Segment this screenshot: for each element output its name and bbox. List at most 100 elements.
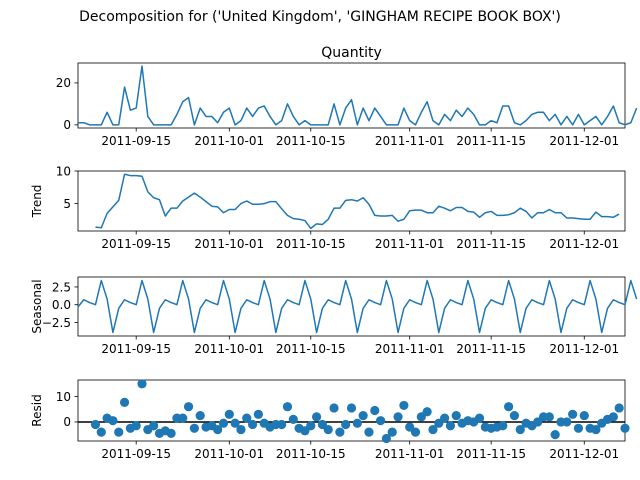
resid-point [253,409,263,419]
ytick-label-seasonal: 0.0 [52,298,71,312]
resid-point [166,428,176,438]
ytick-label-trend: 5 [63,197,71,211]
resid-point [90,419,101,430]
xtick-label-resid: 2011-11-01 [375,447,445,461]
ytick-label-seasonal: −2.5 [42,316,71,330]
xtick-label-seasonal: 2011-11-15 [456,342,526,356]
resid-point [96,427,106,437]
xtick-label-trend: 2011-09-15 [101,237,171,251]
ytick-label-resid: 0 [63,415,71,429]
xtick-label-trend: 2011-10-01 [194,237,264,251]
resid-point [352,418,362,428]
xtick-label-trend: 2011-12-01 [549,237,619,251]
resid-point [451,410,461,421]
resid-point [311,412,322,422]
xtick-label-resid: 2011-12-01 [549,447,619,461]
resid-point [178,413,188,423]
xtick-label-resid: 2011-11-15 [456,447,526,461]
resid-point [550,430,560,440]
resid-point [568,409,578,419]
resid-point [306,421,316,431]
ylabel-resid: Resid [30,394,44,426]
panel-title-quantity: Quantity [321,45,382,61]
resid-point [282,402,293,412]
resid-point [137,379,147,389]
resid-point [277,419,287,430]
resid-point [236,424,246,435]
resid-point [224,409,234,419]
series-line-seasonal [77,279,638,334]
resid-point [230,418,240,428]
resid-point [515,424,525,435]
resid-point [422,407,432,417]
resid-point [114,427,124,437]
ytick-label-quantity: 0 [63,118,71,132]
resid-point [381,433,392,444]
resid-point [189,423,199,433]
resid-point [370,405,380,416]
xtick-label-seasonal: 2011-10-15 [276,342,346,356]
xtick-label-quantity: 2011-11-15 [456,134,526,148]
ytick-label-quantity: 20 [56,76,71,90]
resid-point [387,427,397,437]
resid-point [562,417,572,427]
resid-point [358,410,368,421]
resid-point [335,427,345,437]
figure-suptitle: Decomposition for ('United Kingdom', 'GI… [79,9,561,25]
resid-point [591,424,601,435]
xtick-label-seasonal: 2011-11-01 [375,342,445,356]
ylabel-trend: Trend [30,185,44,219]
resid-point [579,410,589,421]
xtick-label-trend: 2011-11-15 [456,237,526,251]
resid-point [573,423,584,433]
resid-point [247,419,258,430]
resid-point [323,424,333,435]
resid-point [544,412,554,422]
xtick-label-quantity: 2011-12-01 [549,134,619,148]
resid-point [288,414,298,424]
ylabel-seasonal: Seasonal [30,279,44,333]
resid-point [608,412,618,422]
resid-point [364,427,374,437]
axes-frame-quantity [77,62,626,129]
xtick-label-trend: 2011-11-01 [375,237,445,251]
panel-resid: Resid 0 10 2011-09-15 2011-10-01 2011-10-15 20… [30,379,630,461]
resid-point [376,416,386,426]
xtick-label-seasonal: 2011-12-01 [549,342,619,356]
resid-point [498,421,508,431]
xtick-label-seasonal: 2011-10-01 [194,342,264,356]
ytick-label-resid: 10 [56,390,71,404]
resid-point [213,424,223,435]
ytick-label-trend: 10 [56,164,71,178]
panel-quantity: Quantity 0 20 2011-09-15 2011-10-01 2011-10-1… [56,45,638,148]
resid-point [393,412,403,422]
axes-frame-resid [77,379,626,442]
resid-point [119,397,130,407]
resid-point [341,419,351,430]
resid-point [440,413,450,423]
xtick-label-quantity: 2011-11-01 [375,134,445,148]
panel-seasonal: Seasonal−2.5 0.0 2.5 2011-09-15 2011-10-01 20… [30,276,638,356]
resid-point [620,423,630,433]
xtick-label-resid: 2011-09-15 [101,447,171,461]
xtick-label-trend: 2011-10-15 [276,237,346,251]
resid-point [131,421,141,431]
resid-point [504,402,514,412]
axes-frame-trend [77,170,626,232]
panel-trend: Trend 5 10 2011-09-15 2011-10-01 2011-10-15 20… [30,164,626,251]
resid-point [445,421,456,431]
xtick-label-quantity: 2011-10-01 [194,134,264,148]
xtick-label-quantity: 2011-10-15 [276,134,346,148]
resid-point [399,400,409,411]
resid-point [346,403,357,413]
resid-point [410,427,421,437]
resid-point [242,413,252,423]
resid-point [614,403,624,413]
resid-point [474,413,485,423]
resid-point [183,402,194,412]
resid-point [108,416,118,426]
xtick-label-seasonal: 2011-09-15 [101,342,171,356]
xtick-label-resid: 2011-10-15 [276,447,346,461]
resid-point [329,403,339,413]
